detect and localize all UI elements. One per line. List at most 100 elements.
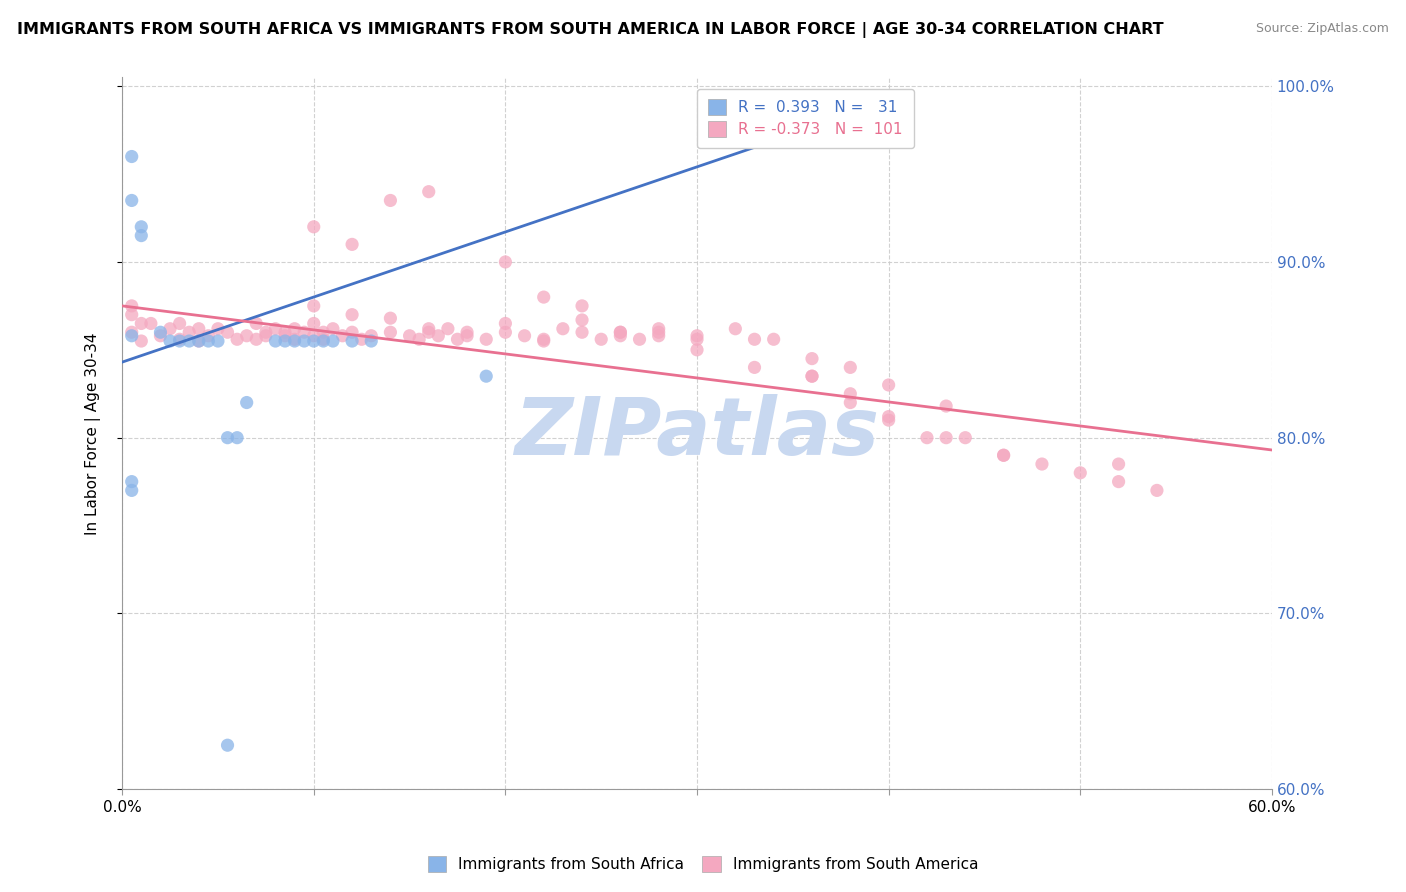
Point bbox=[187, 322, 209, 336]
Point bbox=[418, 322, 440, 336]
Point bbox=[217, 738, 239, 752]
Point bbox=[839, 105, 862, 120]
Point bbox=[187, 334, 209, 348]
Point bbox=[292, 325, 315, 339]
Point bbox=[744, 332, 766, 346]
Point bbox=[380, 194, 402, 208]
Point bbox=[494, 255, 516, 269]
Point bbox=[302, 219, 325, 234]
Point bbox=[207, 334, 229, 348]
Point bbox=[494, 325, 516, 339]
Point bbox=[398, 328, 420, 343]
Y-axis label: In Labor Force | Age 30-34: In Labor Force | Age 30-34 bbox=[86, 332, 101, 534]
Point bbox=[274, 328, 297, 343]
Point bbox=[427, 328, 450, 343]
Point bbox=[322, 322, 344, 336]
Point bbox=[801, 369, 824, 384]
Point bbox=[340, 237, 363, 252]
Point bbox=[340, 308, 363, 322]
Point bbox=[245, 332, 267, 346]
Point bbox=[121, 149, 143, 163]
Point bbox=[360, 328, 382, 343]
Point bbox=[571, 325, 593, 339]
Point bbox=[149, 328, 172, 343]
Point bbox=[533, 332, 555, 346]
Point bbox=[312, 332, 335, 346]
Point bbox=[332, 328, 354, 343]
Point bbox=[159, 334, 181, 348]
Point bbox=[446, 332, 468, 346]
Point bbox=[264, 322, 287, 336]
Point bbox=[686, 328, 709, 343]
Point bbox=[877, 378, 900, 392]
Point bbox=[340, 325, 363, 339]
Point bbox=[744, 360, 766, 375]
Point bbox=[877, 413, 900, 427]
Point bbox=[302, 328, 325, 343]
Point bbox=[1146, 483, 1168, 498]
Point bbox=[591, 332, 613, 346]
Point bbox=[1069, 466, 1091, 480]
Point bbox=[993, 448, 1015, 462]
Point bbox=[801, 351, 824, 366]
Point bbox=[513, 328, 536, 343]
Point bbox=[179, 325, 201, 339]
Point bbox=[350, 332, 373, 346]
Point bbox=[139, 317, 162, 331]
Point bbox=[533, 334, 555, 348]
Point bbox=[312, 325, 335, 339]
Point bbox=[839, 395, 862, 409]
Point bbox=[877, 409, 900, 424]
Point bbox=[129, 228, 152, 243]
Point bbox=[360, 334, 382, 348]
Point bbox=[207, 322, 229, 336]
Point bbox=[169, 334, 191, 348]
Point bbox=[877, 100, 900, 114]
Point bbox=[197, 334, 219, 348]
Point bbox=[169, 332, 191, 346]
Point bbox=[418, 185, 440, 199]
Point bbox=[121, 328, 143, 343]
Point bbox=[217, 431, 239, 445]
Point bbox=[149, 325, 172, 339]
Point bbox=[1108, 475, 1130, 489]
Point bbox=[475, 332, 498, 346]
Point bbox=[456, 328, 478, 343]
Point bbox=[609, 325, 631, 339]
Point bbox=[762, 332, 785, 346]
Point bbox=[235, 395, 257, 409]
Point bbox=[380, 311, 402, 326]
Point bbox=[284, 322, 307, 336]
Point bbox=[571, 313, 593, 327]
Point bbox=[274, 325, 297, 339]
Point bbox=[254, 325, 277, 339]
Point bbox=[839, 386, 862, 401]
Point bbox=[235, 328, 257, 343]
Point bbox=[129, 317, 152, 331]
Point bbox=[858, 96, 880, 111]
Point bbox=[647, 325, 669, 339]
Point bbox=[724, 322, 747, 336]
Point bbox=[292, 334, 315, 348]
Text: Source: ZipAtlas.com: Source: ZipAtlas.com bbox=[1256, 22, 1389, 36]
Point bbox=[121, 299, 143, 313]
Point bbox=[187, 334, 209, 348]
Point bbox=[1108, 457, 1130, 471]
Point bbox=[340, 334, 363, 348]
Point bbox=[159, 322, 181, 336]
Point bbox=[628, 332, 651, 346]
Point bbox=[264, 334, 287, 348]
Point bbox=[915, 431, 938, 445]
Point bbox=[245, 317, 267, 331]
Point bbox=[197, 328, 219, 343]
Point bbox=[121, 308, 143, 322]
Point bbox=[609, 325, 631, 339]
Point bbox=[274, 334, 297, 348]
Point bbox=[302, 334, 325, 348]
Point bbox=[647, 322, 669, 336]
Point bbox=[302, 299, 325, 313]
Point bbox=[935, 399, 957, 413]
Text: ZIPatlas: ZIPatlas bbox=[515, 394, 880, 472]
Legend: R =  0.393   N =   31, R = -0.373   N =  101: R = 0.393 N = 31, R = -0.373 N = 101 bbox=[697, 88, 914, 148]
Point bbox=[935, 431, 957, 445]
